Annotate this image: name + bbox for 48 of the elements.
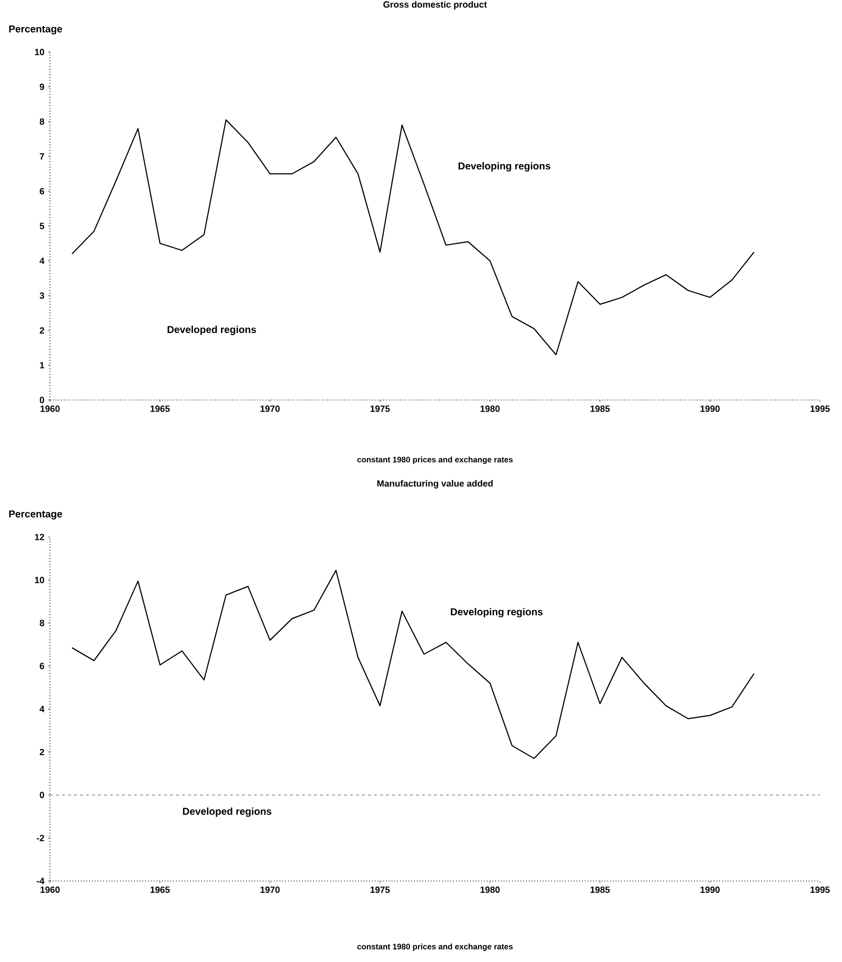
y-tick-label: -2 — [36, 834, 44, 842]
text: Developing regions — [458, 162, 550, 172]
x-tick-label: 1975 — [370, 406, 390, 412]
y-tick-label: 6 — [40, 188, 44, 194]
x-tick-label: 1960 — [40, 406, 60, 412]
line-series — [71, 119, 755, 356]
annotation: Developed regions — [168, 326, 256, 336]
x-tick-label: 1985 — [590, 406, 610, 412]
x-tick-label: 1975 — [370, 886, 390, 893]
y-tick-label: 9 — [40, 84, 44, 90]
line-series — [71, 570, 755, 759]
x-tick-label: 1960 — [40, 886, 60, 893]
y-axis-title: Percentage — [9, 510, 62, 520]
x-tick-label: 1970 — [260, 886, 280, 893]
y-tick-label: 2 — [40, 327, 44, 334]
x-tick-label: 1980 — [480, 406, 500, 412]
y-tick-label: 8 — [40, 620, 44, 626]
y-tick-label: 8 — [40, 118, 44, 125]
x-tick-label: 1970 — [260, 406, 280, 412]
y-tick-label: 10 — [35, 48, 44, 56]
chart-title: Gross domestic product — [383, 1, 487, 10]
y-tick-label: 6 — [40, 662, 44, 670]
y-tick-label: 0 — [40, 792, 44, 798]
y-tick-label: 5 — [40, 222, 44, 230]
x-tick-label: 1995 — [810, 406, 830, 412]
x-tick-label: 1995 — [810, 886, 830, 893]
y-tick-label: 4 — [40, 258, 44, 264]
y-axis-title: Percentage — [9, 25, 62, 34]
text: constant 1980 prices and exchange rates — [357, 944, 513, 952]
x-tick-label: 1965 — [150, 886, 170, 893]
x-tick-label: 1980 — [480, 886, 500, 893]
y-tick-label: -4 — [36, 878, 44, 884]
x-tick-label: 1985 — [590, 886, 610, 893]
y-tick-label: 3 — [40, 292, 44, 299]
x-tick-label: 1990 — [700, 886, 720, 893]
annotation: Developed regions — [183, 808, 272, 817]
y-tick-label: 7 — [40, 153, 44, 160]
y-tick-label: 1 — [40, 362, 44, 368]
y-tick-label: 0 — [40, 396, 44, 404]
y-tick-label: 12 — [35, 534, 44, 540]
text: constant 1980 prices and exchange rates — [357, 456, 513, 464]
x-tick-label: 1990 — [700, 406, 720, 412]
chart-title: Manufacturing value added — [377, 480, 493, 488]
text: Developing regions — [450, 608, 543, 618]
y-tick-label: 10 — [35, 576, 44, 584]
y-tick-label: 4 — [40, 706, 44, 712]
x-tick-label: 1965 — [150, 406, 170, 412]
y-tick-label: 2 — [40, 748, 44, 756]
